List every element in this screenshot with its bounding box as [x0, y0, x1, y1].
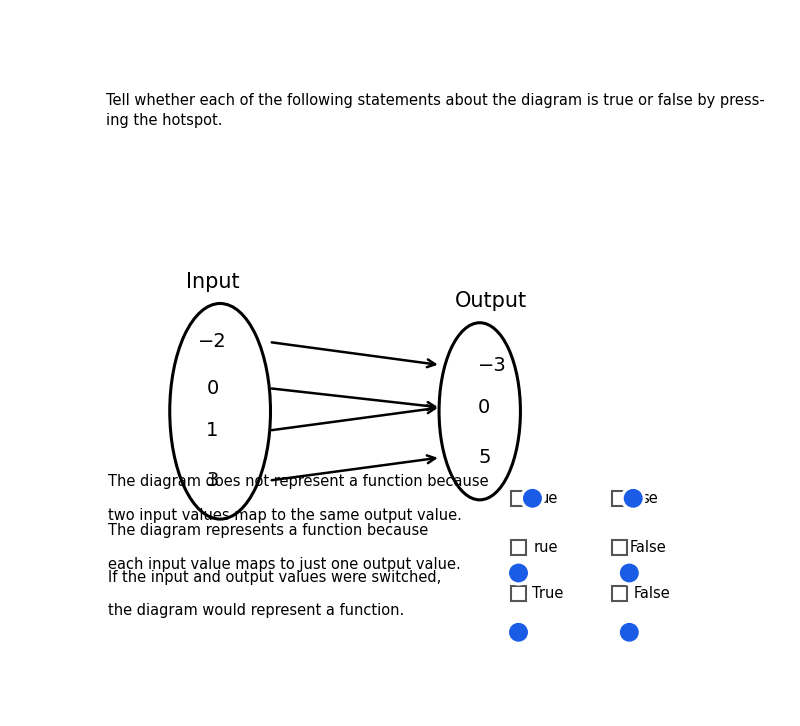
Bar	[611, 586, 627, 601]
Bar	[510, 540, 526, 555]
Circle shape	[618, 620, 642, 644]
Text: the diagram would represent a function.: the diagram would represent a function.	[108, 603, 404, 618]
Circle shape	[521, 486, 545, 510]
Text: rue: rue	[534, 540, 558, 555]
Text: −3: −3	[478, 356, 507, 375]
Text: True: True	[533, 587, 564, 601]
Circle shape	[506, 561, 530, 585]
Text: ing the hotspot.: ing the hotspot.	[106, 113, 222, 128]
Text: 5: 5	[478, 448, 490, 467]
Text: 0: 0	[206, 379, 218, 398]
Text: each input value maps to just one output value.: each input value maps to just one output…	[108, 557, 461, 572]
Text: False: False	[630, 540, 666, 555]
Text: se: se	[641, 491, 658, 506]
Text: The diagram represents a function because: The diagram represents a function becaus…	[108, 523, 428, 539]
Circle shape	[625, 489, 642, 507]
Text: If the input and output values were switched,: If the input and output values were swit…	[108, 569, 441, 584]
Text: Output: Output	[455, 291, 527, 311]
Bar	[611, 540, 627, 555]
Text: Tell whether each of the following statements about the diagram is true or false: Tell whether each of the following state…	[106, 93, 765, 108]
Text: 0: 0	[478, 398, 490, 417]
Text: The diagram does not represent a function because: The diagram does not represent a functio…	[108, 474, 488, 489]
Circle shape	[618, 561, 642, 585]
Text: False: False	[634, 587, 670, 601]
Text: Input: Input	[186, 272, 239, 292]
Circle shape	[510, 624, 527, 641]
Bar	[611, 491, 627, 506]
Text: 3: 3	[206, 471, 218, 490]
Circle shape	[621, 624, 638, 641]
Circle shape	[524, 489, 542, 507]
Circle shape	[621, 564, 638, 582]
Circle shape	[506, 620, 530, 644]
Circle shape	[621, 486, 646, 510]
Circle shape	[510, 564, 527, 582]
Bar	[510, 491, 526, 506]
Text: −2: −2	[198, 333, 226, 351]
Text: ue: ue	[540, 491, 558, 506]
Bar	[510, 586, 526, 601]
Text: 1: 1	[206, 421, 218, 440]
Text: two input values map to the same output value.: two input values map to the same output …	[108, 507, 462, 523]
